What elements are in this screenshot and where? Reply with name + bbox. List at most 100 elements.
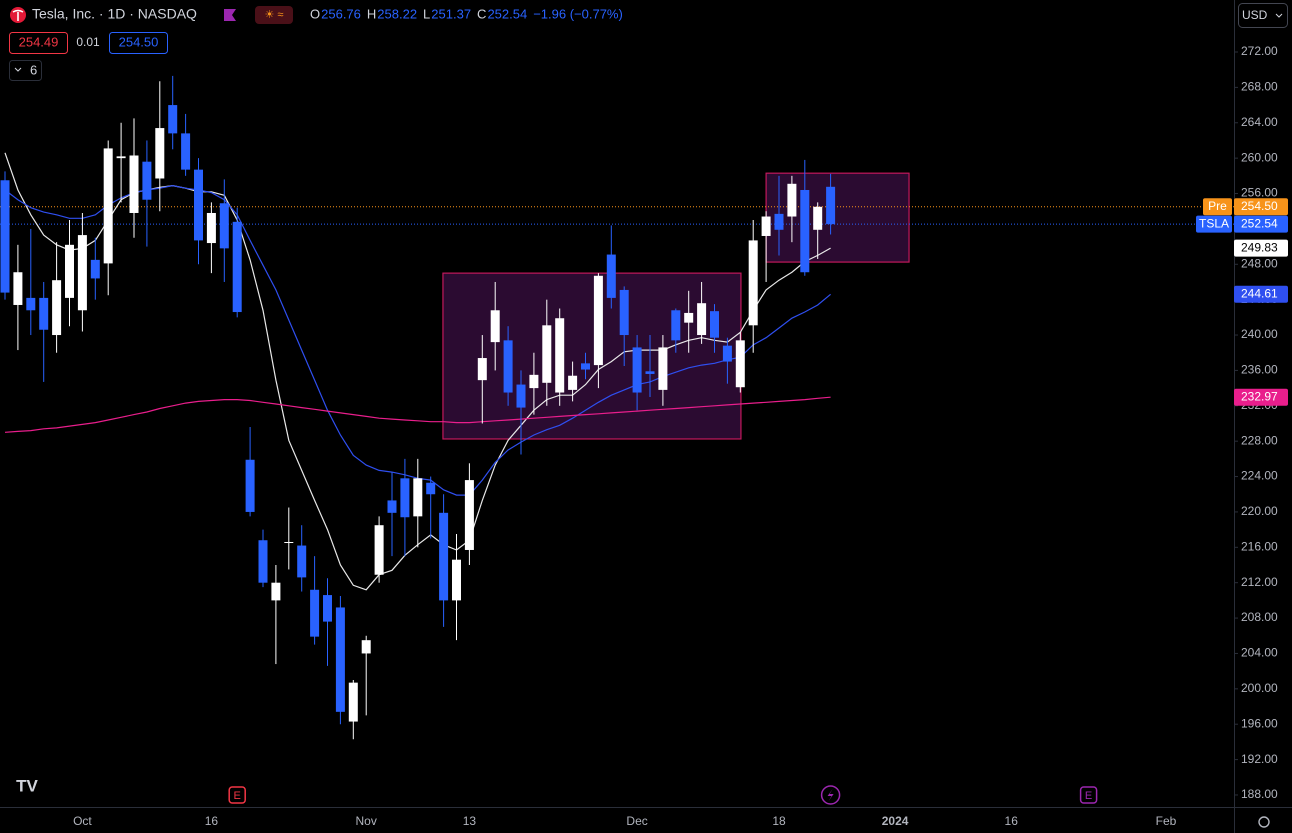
candle-body: [761, 216, 771, 236]
price-label: 232.97: [1241, 389, 1278, 403]
settings-icon[interactable]: [1258, 816, 1270, 828]
ask-box[interactable]: [109, 32, 168, 54]
candle-body: [258, 540, 268, 583]
ohlc-value: 258.22: [377, 6, 417, 21]
price-label-box: [1234, 239, 1288, 257]
ohlc-key: C: [477, 6, 486, 21]
candle-body: [206, 212, 216, 244]
candle-body: [516, 384, 526, 408]
candle-body: [787, 183, 797, 217]
y-tick-label: 228.00: [1241, 433, 1278, 447]
y-tick-label: 196.00: [1241, 716, 1278, 730]
y-tick-label: 224.00: [1241, 469, 1278, 483]
y-tick-label: 240.00: [1241, 327, 1278, 341]
candle-body: [348, 682, 358, 722]
candle-body: [800, 189, 810, 273]
ohlc-key: O: [310, 6, 320, 21]
event-label: E: [234, 790, 241, 802]
candle-body: [632, 347, 642, 393]
y-tick-label: 268.00: [1241, 80, 1278, 94]
candle-body: [284, 542, 294, 544]
candle-body: [748, 240, 758, 326]
event-marker: [228, 786, 246, 804]
y-tick-label: 212.00: [1241, 575, 1278, 589]
candle-body: [310, 589, 320, 637]
indicators-toggle[interactable]: [9, 60, 42, 81]
price-label: 244.61: [1241, 286, 1278, 300]
candle-body: [13, 272, 23, 305]
y-tick-label: 188.00: [1241, 787, 1278, 801]
bid: 254.49: [19, 34, 59, 49]
y-tick-label: 248.00: [1241, 256, 1278, 270]
moving-average: [4, 396, 831, 433]
candle-body: [619, 289, 629, 336]
candle-body: [103, 148, 113, 264]
candle-body: [452, 559, 461, 601]
candle-body: [464, 480, 474, 550]
price-tag-box: [1203, 198, 1232, 216]
x-tick-label: 16: [205, 814, 219, 828]
y-tick-label: 192.00: [1241, 752, 1278, 766]
candle-body: [129, 155, 139, 213]
candle-body: [400, 478, 410, 518]
y-tick-label: 260.00: [1241, 150, 1278, 164]
candle-body: [65, 244, 74, 298]
candle-body: [26, 297, 36, 311]
x-tick-label: 13: [463, 814, 477, 828]
y-tick-label: 264.00: [1241, 115, 1278, 129]
y-tick-label: 200.00: [1241, 681, 1278, 695]
currency-button[interactable]: [1238, 3, 1288, 28]
tv-logo: TV: [16, 776, 38, 795]
ohlc-value: 252.54: [487, 6, 527, 21]
price-label-box: [1234, 198, 1288, 216]
change: −1.96 (−0.77%): [533, 6, 623, 21]
candle-body: [271, 582, 281, 601]
candle-body: [490, 310, 500, 343]
ohlc-value: 251.37: [431, 6, 471, 21]
y-tick-label: 236.00: [1241, 363, 1278, 377]
session-icon: ☀ ≈: [265, 9, 284, 21]
candle-body: [232, 221, 242, 313]
candle-body: [168, 105, 178, 134]
chevron: [1275, 13, 1283, 18]
x-tick-label: Oct: [73, 814, 92, 828]
candle-body: [297, 545, 307, 578]
candle-body: [813, 206, 823, 230]
event-label: E: [1085, 790, 1092, 802]
price-tag-box: [1196, 215, 1232, 233]
chevron: [14, 67, 22, 72]
event-icon: [827, 789, 834, 801]
candle-body: [826, 186, 836, 225]
candle-body: [374, 525, 384, 575]
y-tick-label: 204.00: [1241, 646, 1278, 660]
ask: 254.50: [119, 34, 159, 49]
candle-body: [426, 482, 436, 495]
candle-body: [477, 358, 487, 381]
price-label-box: [1234, 388, 1288, 406]
candle-body: [77, 235, 87, 311]
symbol-title: Tesla, Inc. · 1D · NASDAQ: [32, 6, 197, 22]
price-label: 249.83: [1241, 240, 1278, 254]
range-box: [442, 272, 742, 440]
bid-box[interactable]: [9, 32, 68, 54]
candle-body: [555, 318, 565, 393]
candle-body: [684, 312, 694, 323]
ohlc-key: L: [423, 6, 430, 21]
currency: USD: [1242, 8, 1268, 22]
x-tick-label: Dec: [626, 814, 647, 828]
ohlc-legend: O 256.76 H 258.22 L 251.37 C 252.54 −1.96 (−0.77…: [310, 6, 623, 21]
candle-body: [710, 311, 719, 338]
flag: [224, 9, 236, 21]
indicators-count: 6: [30, 62, 37, 77]
ohlc-value: 256.76: [321, 6, 361, 21]
session-badge[interactable]: [255, 6, 293, 24]
x-tick-label: 2024: [882, 814, 909, 828]
y-tick-label: 272.00: [1241, 44, 1278, 58]
price-label-box: [1234, 215, 1288, 233]
price-tag: Pre: [1208, 199, 1227, 213]
candle-body: [245, 459, 255, 512]
candle-body: [335, 607, 345, 712]
candle-body: [593, 275, 603, 366]
price-label: 254.50: [1241, 199, 1278, 213]
